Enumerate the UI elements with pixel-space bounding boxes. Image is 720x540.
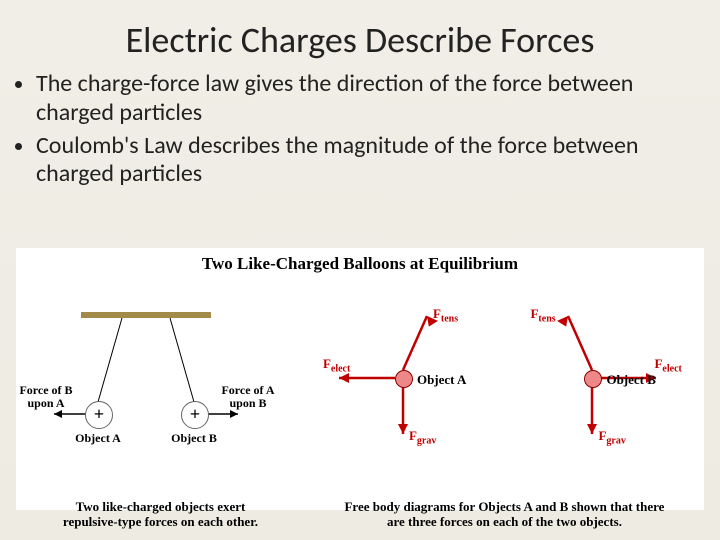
balloon-a: + (85, 401, 113, 429)
plus-sign: + (190, 404, 200, 424)
force-a-on-b-label: Force of A upon B (216, 384, 280, 409)
object-b-label: Object B (166, 432, 222, 445)
fgrav-label-a: Fgrav (409, 428, 436, 447)
figure-title: Two Like-Charged Balloons at Equilibrium (16, 248, 704, 274)
figure: Two Like-Charged Balloons at Equilibrium… (16, 248, 704, 510)
ftens-label-b: Ftens (530, 306, 555, 325)
fgrav-label-b: Fgrav (598, 428, 625, 447)
bullet-item: The charge-force law gives the direction… (36, 70, 672, 128)
plus-sign: + (94, 404, 104, 424)
figure-left-panel: + + Force of B upon A Force of A upon B … (16, 274, 305, 536)
slide: Electric Charges Describe Forces The cha… (0, 0, 720, 540)
ftens-label-a: Ftens (433, 306, 458, 325)
bullet-list: The charge-force law gives the direction… (0, 70, 720, 189)
figure-right-panel: Ftens Felect Fgrav Object A (305, 274, 704, 536)
figure-row: + + Force of B upon A Force of A upon B … (16, 274, 704, 536)
fbd-a-dot (395, 370, 413, 388)
felect-label-a: Felect (323, 356, 350, 375)
object-b-fbd-label: Object B (606, 372, 655, 388)
fbd-a-arrows (305, 274, 505, 536)
fbd-object-b: Ftens Felect Fgrav Object B (504, 274, 704, 536)
balloon-b: + (181, 401, 209, 429)
left-caption: Two like-charged objects exert repulsive… (16, 500, 305, 530)
object-a-label: Object A (70, 432, 126, 445)
bullet-item: Coulomb's Law describes the magnitude of… (36, 132, 672, 190)
fbd-object-a: Ftens Felect Fgrav Object A (305, 274, 505, 536)
slide-title: Electric Charges Describe Forces (0, 0, 720, 70)
felect-label-b: Felect (654, 356, 681, 375)
right-caption: Free body diagrams for Objects A and B s… (305, 500, 704, 530)
object-a-fbd-label: Object A (417, 372, 466, 388)
force-b-on-a-label: Force of B upon A (14, 384, 78, 409)
